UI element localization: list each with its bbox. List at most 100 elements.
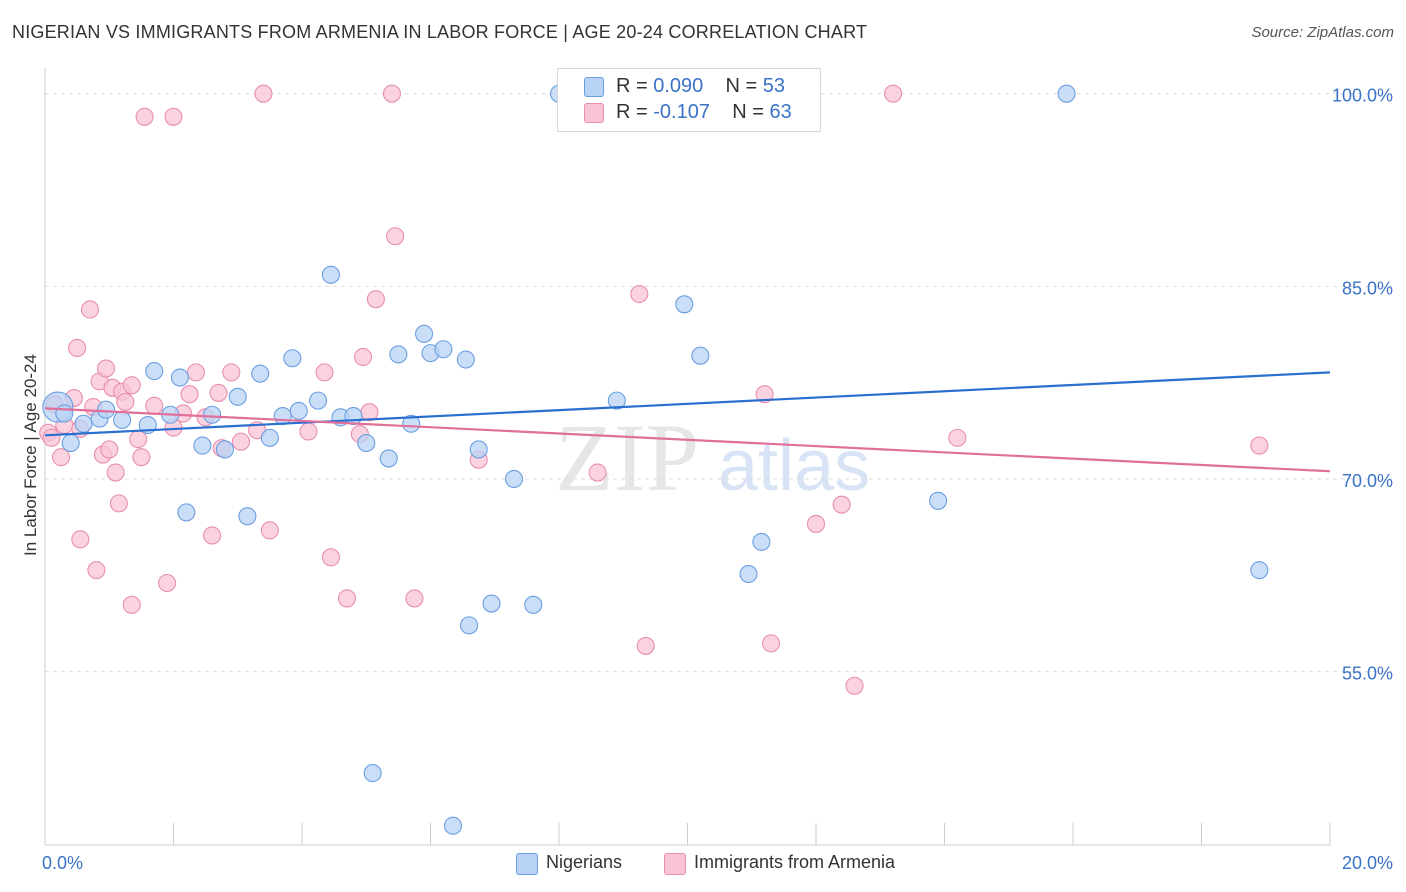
nigerian-point xyxy=(96,400,116,419)
nigerian-point xyxy=(402,414,421,433)
armenia-point xyxy=(203,526,222,545)
trend-lines xyxy=(44,371,1331,473)
armenia-point xyxy=(96,359,116,378)
nigerian-point xyxy=(344,406,363,426)
nigerian-point xyxy=(251,364,270,383)
armenia-point xyxy=(42,428,61,447)
y-axis-label: In Labor Force | Age 20-24 xyxy=(21,354,40,556)
armenia-point xyxy=(884,84,903,103)
nigerian-point xyxy=(675,295,694,314)
nigerian-point xyxy=(607,391,626,410)
nigerian-point xyxy=(363,764,382,783)
armenia-point xyxy=(366,290,385,309)
armenia-point xyxy=(1250,436,1269,455)
grid-lines xyxy=(45,93,1392,673)
armenia-point xyxy=(299,422,318,441)
armenia-point xyxy=(122,376,141,395)
nigerian-point xyxy=(177,503,196,522)
nigerian-point xyxy=(228,387,247,406)
nigerian-point xyxy=(456,350,475,369)
armenia-point xyxy=(116,392,135,411)
armenia-point xyxy=(209,383,228,402)
armenia-point xyxy=(80,300,100,319)
bottom-legend-nigerians: Nigerians xyxy=(516,852,656,876)
nigerian-point xyxy=(379,449,398,468)
y-tick-label: 85.0% xyxy=(1342,278,1393,298)
nigerian-point xyxy=(752,532,771,551)
armenia-point xyxy=(100,440,119,459)
nigerian-point xyxy=(1250,561,1269,580)
nigerian-point xyxy=(459,616,479,635)
armenia-point xyxy=(832,495,851,514)
legend-armenia-text: R = -0.107 N = 63 xyxy=(616,101,792,124)
armenia-point xyxy=(106,463,125,482)
nigerian-point xyxy=(215,440,234,459)
nigerian-points xyxy=(42,84,1269,835)
chart-title: NIGERIAN VS IMMIGRANTS FROM ARMENIA IN L… xyxy=(12,22,868,42)
y-tick-label: 70.0% xyxy=(1342,471,1393,491)
stats-legend: R = 0.090 N = 53 R = -0.107 N = 63 xyxy=(557,68,821,132)
armenia-point xyxy=(109,494,128,513)
nigerian-point xyxy=(273,406,292,426)
armenia-point xyxy=(755,385,774,404)
nigerian-point xyxy=(74,414,93,433)
nigerian-point xyxy=(260,428,279,447)
nigerian-point xyxy=(289,401,308,420)
nigerian-point xyxy=(469,440,488,459)
armenia-legend-swatch xyxy=(664,853,686,875)
legend-n-value: 63 xyxy=(769,101,792,123)
nigerian-point xyxy=(309,391,328,410)
armenia-swatch xyxy=(584,103,604,123)
nigerian-point xyxy=(1057,84,1076,103)
nigerian-point xyxy=(61,433,80,453)
legend-r-label: R = xyxy=(616,75,654,97)
armenia-point xyxy=(321,548,340,567)
armenia-point xyxy=(164,107,183,126)
watermark-atlas: atlas xyxy=(718,426,870,506)
x-tick-label: 20.0% xyxy=(1342,853,1393,873)
nigerian-point xyxy=(504,469,524,489)
nigerian-point xyxy=(170,368,189,387)
armenia-point xyxy=(806,514,826,533)
armenia-point xyxy=(353,347,373,367)
nigerian-point xyxy=(739,564,758,584)
x-tick-label: 0.0% xyxy=(42,853,83,873)
nigerians-legend-label: Nigerians xyxy=(546,852,623,872)
nigerian-point xyxy=(357,433,376,453)
nigerian-point xyxy=(193,436,212,455)
bottom-legend-armenia: Immigrants from Armenia xyxy=(664,852,944,876)
tick-labels: 55.0% 70.0% 85.0% 100.0% 0.0% 20.0% xyxy=(42,86,1393,873)
armenia-point xyxy=(135,107,154,126)
armenia-point xyxy=(260,521,279,540)
armenia-point xyxy=(630,284,649,304)
nigerian-point xyxy=(524,595,543,614)
y-tick-label: 55.0% xyxy=(1342,664,1393,684)
armenia-point xyxy=(386,227,405,246)
nigerian-point xyxy=(55,404,74,423)
y-tick-label: 100.0% xyxy=(1332,86,1393,106)
armenia-point xyxy=(87,561,106,580)
nigerian-point xyxy=(691,346,710,365)
armenia-point xyxy=(158,573,177,593)
nigerian-point xyxy=(389,345,408,364)
nigerian-point xyxy=(145,362,164,381)
nigerians-legend-swatch xyxy=(516,853,538,875)
armenia-point xyxy=(186,363,206,382)
nigerian-point xyxy=(238,507,257,526)
armenia-point xyxy=(337,589,357,608)
armenia-point xyxy=(405,589,424,608)
armenia-point xyxy=(382,84,402,103)
nigerian-point xyxy=(434,340,453,359)
armenia-point xyxy=(71,530,90,549)
axes xyxy=(44,68,1331,846)
nigerian-trend-line xyxy=(44,371,1331,437)
nigerian-point xyxy=(482,594,501,613)
legend-r-value: -0.107 xyxy=(653,101,710,123)
source-label: Source: ZipAtlas.com xyxy=(1251,24,1394,41)
armenia-point xyxy=(254,84,273,103)
armenia-point xyxy=(845,676,864,695)
legend-n-label: N = xyxy=(732,101,770,123)
armenia-point xyxy=(145,396,164,415)
legend-n-label: N = xyxy=(725,75,763,97)
